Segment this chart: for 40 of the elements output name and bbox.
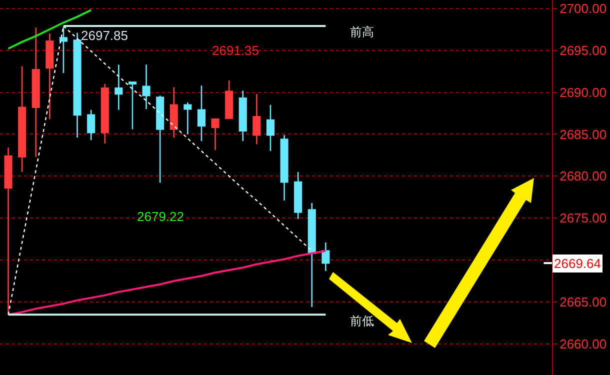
candlestick: [128, 82, 137, 130]
y-tick-label: 2680.00: [560, 168, 607, 184]
y-tick-label: 2675.00: [560, 210, 607, 226]
candlestick: [294, 171, 302, 220]
candlestick: [211, 118, 220, 151]
candlestick: [308, 202, 316, 308]
y-tick-label: 2685.00: [560, 126, 607, 142]
candlestick: [252, 93, 261, 145]
candlestick: [170, 86, 178, 138]
text: 前高: [350, 25, 374, 39]
candlestick: [100, 83, 109, 144]
candlestick: [156, 94, 164, 184]
y-tick-label: 2660.00: [560, 336, 607, 352]
candlestick: [59, 26, 68, 74]
y-tick-label: 2695.00: [560, 42, 607, 58]
y-tick-label: 2690.00: [560, 84, 607, 100]
ref-line-label: 2669.64: [554, 256, 601, 271]
candlestick: [280, 134, 288, 202]
line-series: [7, 250, 327, 316]
candlestick: [238, 90, 247, 142]
candlestick: [32, 27, 40, 158]
candlestick: [18, 66, 26, 173]
candlestick: [4, 147, 12, 316]
y-tick-label: 2700.00: [560, 0, 607, 16]
candlestick: [73, 32, 82, 138]
candlestick: [46, 32, 54, 120]
candlestick: [114, 64, 123, 111]
candlestick: [197, 84, 206, 142]
candlestick: [225, 80, 234, 119]
annotation: 2697.85: [81, 28, 128, 43]
candlestick: [266, 104, 275, 152]
text: 前低: [350, 314, 374, 328]
annotation: 2691.35: [212, 43, 259, 58]
candlestick: [184, 102, 192, 135]
line-series: [8, 25, 312, 316]
candlestick: [142, 64, 150, 110]
candlestick: [87, 109, 96, 141]
candlestick: [322, 242, 330, 272]
y-tick-label: 2665.00: [560, 294, 607, 310]
annotation: 2679.22: [137, 209, 184, 224]
